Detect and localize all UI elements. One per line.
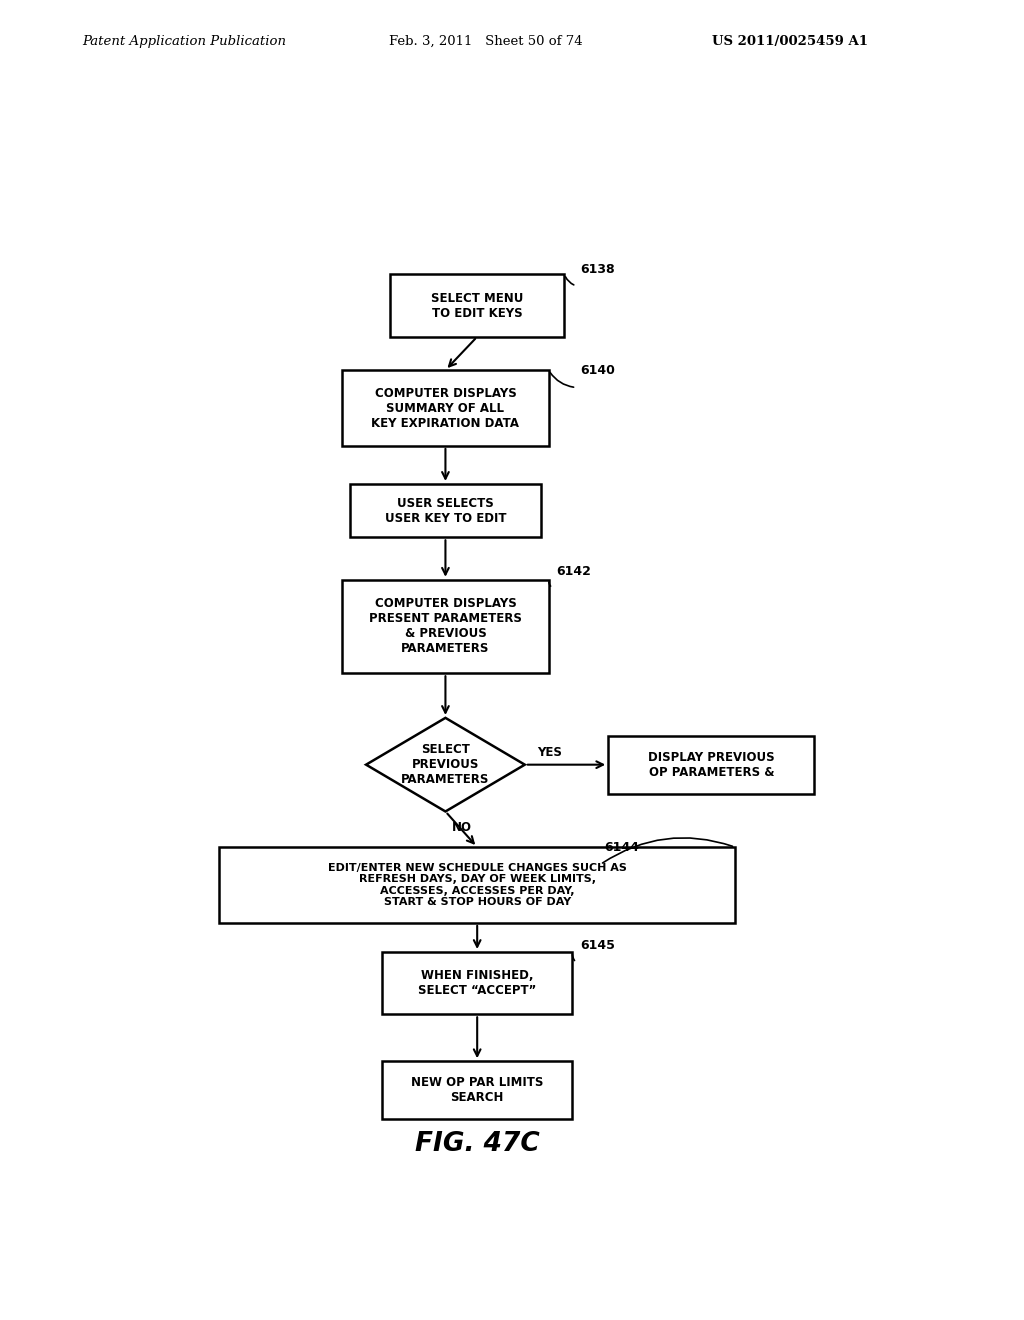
Text: COMPUTER DISPLAYS
PRESENT PARAMETERS
& PREVIOUS
PARAMETERS: COMPUTER DISPLAYS PRESENT PARAMETERS & P…: [369, 598, 522, 656]
FancyBboxPatch shape: [350, 484, 541, 537]
Text: USER SELECTS
USER KEY TO EDIT: USER SELECTS USER KEY TO EDIT: [385, 496, 506, 524]
Text: EDIT/ENTER NEW SCHEDULE CHANGES SUCH AS
REFRESH DAYS, DAY OF WEEK LIMITS,
ACCESS: EDIT/ENTER NEW SCHEDULE CHANGES SUCH AS …: [328, 863, 627, 907]
Text: Feb. 3, 2011   Sheet 50 of 74: Feb. 3, 2011 Sheet 50 of 74: [389, 34, 583, 48]
FancyBboxPatch shape: [390, 275, 564, 337]
FancyBboxPatch shape: [382, 1061, 572, 1119]
FancyBboxPatch shape: [608, 735, 814, 793]
Text: WHEN FINISHED,
SELECT “ACCEPT”: WHEN FINISHED, SELECT “ACCEPT”: [418, 969, 537, 997]
Text: 6140: 6140: [581, 364, 615, 378]
Polygon shape: [367, 718, 524, 812]
Text: 6138: 6138: [581, 263, 615, 276]
Text: Patent Application Publication: Patent Application Publication: [82, 34, 286, 48]
FancyBboxPatch shape: [382, 952, 572, 1014]
Text: NO: NO: [452, 821, 472, 834]
Text: NEW OP PAR LIMITS
SEARCH: NEW OP PAR LIMITS SEARCH: [411, 1076, 544, 1104]
FancyBboxPatch shape: [342, 370, 549, 446]
Text: FIG. 47C: FIG. 47C: [415, 1131, 540, 1156]
Text: 6145: 6145: [581, 940, 615, 952]
Text: YES: YES: [537, 746, 561, 759]
Text: 6142: 6142: [557, 565, 592, 578]
Text: SELECT MENU
TO EDIT KEYS: SELECT MENU TO EDIT KEYS: [431, 292, 523, 319]
Text: 6144: 6144: [604, 841, 639, 854]
Text: US 2011/0025459 A1: US 2011/0025459 A1: [712, 34, 867, 48]
FancyBboxPatch shape: [342, 579, 549, 673]
Text: DISPLAY PREVIOUS
OP PARAMETERS &: DISPLAY PREVIOUS OP PARAMETERS &: [648, 751, 774, 779]
Text: COMPUTER DISPLAYS
SUMMARY OF ALL
KEY EXPIRATION DATA: COMPUTER DISPLAYS SUMMARY OF ALL KEY EXP…: [372, 387, 519, 429]
Text: SELECT
PREVIOUS
PARAMETERS: SELECT PREVIOUS PARAMETERS: [401, 743, 489, 787]
FancyBboxPatch shape: [219, 847, 735, 923]
